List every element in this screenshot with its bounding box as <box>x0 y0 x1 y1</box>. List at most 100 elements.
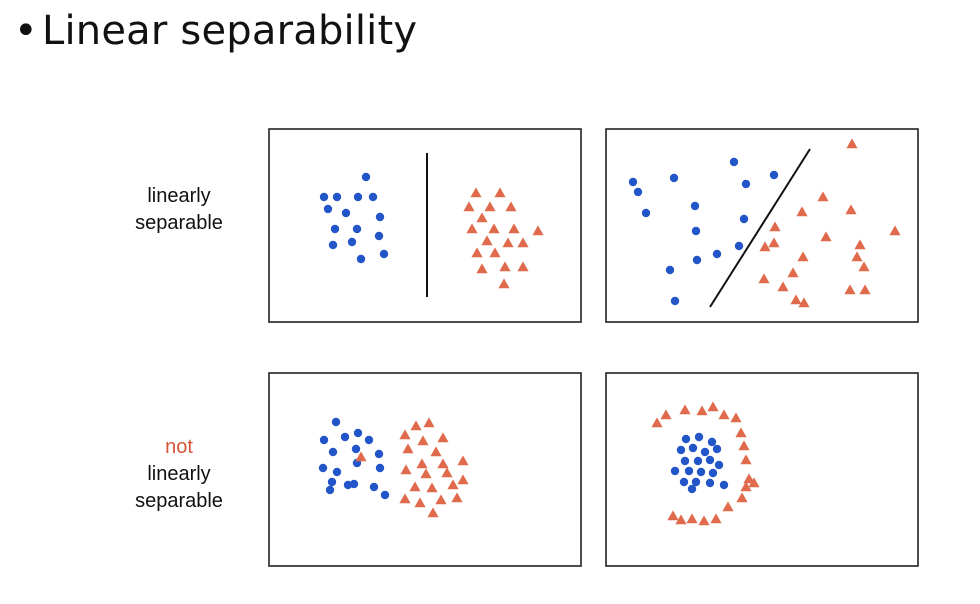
triangle-point <box>499 261 511 272</box>
circle-point <box>708 468 718 478</box>
triangle-point <box>451 492 463 503</box>
triangle-point <box>402 443 414 454</box>
panel-bottom-left <box>268 372 582 567</box>
circle-point <box>712 444 722 454</box>
triangle-point <box>416 458 428 469</box>
circle-point <box>347 237 357 247</box>
triangle-point <box>889 225 901 236</box>
circle-point <box>690 201 700 211</box>
triangle-point <box>409 481 421 492</box>
circle-point <box>351 444 361 454</box>
circle-point <box>340 432 350 442</box>
circle-point <box>734 241 744 251</box>
circle-point <box>700 447 710 457</box>
circle-point <box>670 296 680 306</box>
circle-point <box>361 172 371 182</box>
triangle-point <box>675 514 687 525</box>
circle-point <box>331 417 341 427</box>
label-line: linearly <box>147 463 211 485</box>
circle-point <box>375 212 385 222</box>
triangle-point <box>686 513 698 524</box>
circle-point <box>669 173 679 183</box>
triangle-point <box>476 212 488 223</box>
triangle-point <box>517 261 529 272</box>
circle-point <box>691 226 701 236</box>
triangle-point <box>817 191 829 202</box>
circle-point <box>633 187 643 197</box>
triangle-point <box>798 297 810 308</box>
panel-top-right <box>605 128 919 323</box>
circle-point <box>681 434 691 444</box>
circle-point <box>665 265 675 275</box>
triangle-point <box>437 458 449 469</box>
triangle-point <box>718 409 730 420</box>
circle-point <box>694 432 704 442</box>
circle-point <box>318 463 328 473</box>
circle-point <box>319 435 329 445</box>
circle-point <box>343 480 353 490</box>
triangle-point <box>698 515 710 526</box>
circle-point <box>332 192 342 202</box>
separator-line <box>709 148 811 308</box>
triangle-point <box>489 247 501 258</box>
triangle-point <box>505 201 517 212</box>
triangle-point <box>484 201 496 212</box>
triangle-point <box>400 464 412 475</box>
circle-point <box>379 249 389 259</box>
triangle-point <box>736 492 748 503</box>
triangle-point <box>355 451 367 462</box>
circle-point <box>719 480 729 490</box>
triangle-point <box>426 482 438 493</box>
triangle-point <box>667 510 679 521</box>
panel-frame <box>268 128 582 323</box>
circle-point <box>712 249 722 259</box>
triangle-point <box>710 513 722 524</box>
triangle-point <box>738 440 750 451</box>
panel-top-left <box>268 128 582 323</box>
circle-point <box>328 447 338 457</box>
circle-point <box>769 170 779 180</box>
circle-point <box>356 254 366 264</box>
row-label-not-separable: not linearly separable <box>104 434 254 515</box>
triangle-point <box>844 284 856 295</box>
circle-point <box>628 177 638 187</box>
triangle-point <box>410 420 422 431</box>
triangle-point <box>845 204 857 215</box>
triangle-point <box>790 294 802 305</box>
circle-point <box>341 208 351 218</box>
triangle-point <box>777 281 789 292</box>
circle-point <box>705 455 715 465</box>
label-line: separable <box>135 212 223 234</box>
triangle-point <box>707 401 719 412</box>
triangle-point <box>488 223 500 234</box>
circle-point <box>319 192 329 202</box>
circle-point <box>692 255 702 265</box>
circle-point <box>684 466 694 476</box>
triangle-point <box>466 223 478 234</box>
triangle-point <box>457 474 469 485</box>
circle-point <box>353 192 363 202</box>
circle-point <box>328 240 338 250</box>
circle-point <box>714 460 724 470</box>
panel-frame <box>605 372 919 567</box>
triangle-point <box>740 481 752 492</box>
triangle-point <box>437 432 449 443</box>
panel-frame <box>268 372 582 567</box>
triangle-point <box>859 284 871 295</box>
circle-point <box>374 231 384 241</box>
label-not: not <box>165 436 193 458</box>
circle-point <box>688 443 698 453</box>
circle-point <box>741 179 751 189</box>
triangle-point <box>476 263 488 274</box>
circle-point <box>676 445 686 455</box>
triangle-point <box>820 231 832 242</box>
circle-point <box>693 456 703 466</box>
triangle-point <box>414 497 426 508</box>
circle-point <box>670 466 680 476</box>
triangle-point <box>481 235 493 246</box>
triangle-point <box>502 237 514 248</box>
triangle-point <box>517 237 529 248</box>
panel-bottom-right <box>605 372 919 567</box>
circle-point <box>729 157 739 167</box>
label-line: separable <box>135 490 223 512</box>
